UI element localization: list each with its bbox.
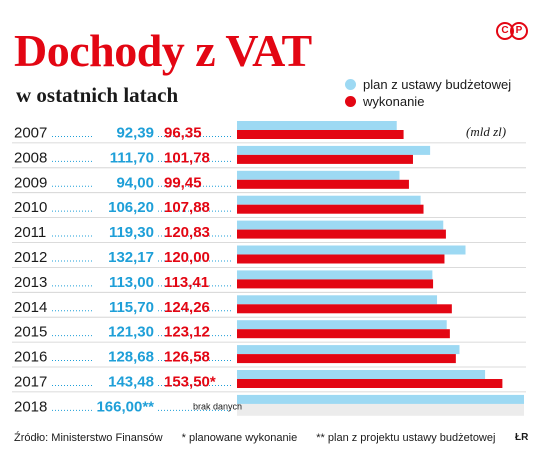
actual-value-label: 96,35	[164, 124, 202, 141]
actual-value-label: 153,50*	[164, 373, 216, 390]
footer: Źródło: Ministerstwo Finansów * planowan…	[14, 432, 511, 444]
plan-bar	[237, 170, 400, 180]
actual-bar	[237, 179, 409, 189]
footnote-planned: * planowane wykonanie	[181, 432, 298, 444]
source-note: Źródło: Ministerstwo Finansów	[14, 432, 163, 444]
logo-letter-p: P	[510, 22, 528, 40]
plan-value-label: 106,20	[108, 199, 154, 216]
actual-value-label: 124,26	[164, 299, 210, 316]
plan-value-label: 119,30	[109, 224, 154, 241]
year-label: 2010	[14, 199, 47, 216]
year-label: 2016	[14, 349, 47, 366]
chart-title: Dochody z VAT	[14, 25, 312, 76]
actual-value-label: 99,45	[164, 174, 202, 191]
actual-value-label: 107,88	[164, 199, 210, 216]
actual-value-label: 113,41	[164, 274, 209, 291]
plan-bar	[237, 270, 433, 280]
plan-bar	[237, 295, 438, 305]
year-label: 2013	[14, 274, 47, 291]
plan-bar	[237, 195, 421, 205]
year-label: 2017	[14, 373, 47, 390]
plan-value-label: 132,17	[108, 249, 154, 266]
footnote-draft: ** plan z projektu ustawy budżetowej	[316, 432, 496, 444]
actual-bar	[237, 204, 424, 214]
plan-value-label: 128,68	[108, 349, 154, 366]
plan-value-label: 166,00**	[96, 398, 154, 415]
actual-value-label: brak danych	[193, 401, 242, 411]
actual-bar	[237, 379, 503, 388]
year-label: 2018	[14, 398, 47, 415]
legend-label-plan: plan z ustawy budżetowej	[363, 77, 512, 92]
unit-label: (mld zl)	[466, 124, 507, 139]
actual-value-label: 120,83	[164, 224, 210, 241]
year-label: 2015	[14, 324, 47, 341]
legend: plan z ustawy budżetowej wykonanie	[345, 76, 511, 110]
year-label: 2012	[14, 249, 47, 266]
plan-bar	[237, 345, 460, 355]
year-label: 2011	[14, 224, 46, 241]
plan-bar	[237, 394, 524, 404]
actual-value-label: 123,12	[164, 324, 210, 341]
plan-bar	[237, 245, 466, 255]
plan-bar	[237, 320, 447, 330]
chart-subtitle: w ostatnich latach	[16, 83, 179, 107]
legend-dot-actual-icon	[345, 96, 356, 107]
legend-dot-plan-icon	[345, 79, 356, 90]
plan-value-label: 111,70	[110, 149, 154, 166]
plan-value-label: 94,00	[116, 174, 154, 191]
actual-value-label: 126,58	[164, 349, 210, 366]
legend-label-actual: wykonanie	[363, 94, 425, 109]
plan-value-label: 92,39	[116, 124, 154, 141]
actual-bar	[237, 354, 456, 364]
actual-bar	[237, 130, 404, 139]
actual-bar	[237, 229, 446, 239]
plan-bar	[237, 370, 486, 379]
actual-bar	[237, 329, 450, 339]
actual-value-label: 120,00	[164, 249, 210, 266]
plan-bar	[237, 121, 397, 130]
plan-value-label: 115,70	[109, 299, 154, 316]
actual-value-label: 101,78	[164, 149, 210, 166]
actual-bar	[237, 254, 445, 264]
actual-bar	[237, 154, 413, 164]
year-label: 2014	[14, 299, 47, 316]
logo-icon: C P	[496, 22, 528, 40]
bar-chart: 2007 92,39 96,35 2008 111,70 101,78 2009 94,00 9…	[12, 121, 526, 416]
plan-value-label: 113,00	[109, 274, 154, 291]
plan-bar	[237, 145, 431, 155]
legend-item-plan: plan z ustawy budżetowej	[345, 76, 511, 93]
plan-value-label: 121,30	[108, 324, 154, 341]
actual-bar	[237, 304, 452, 314]
plan-bar	[237, 220, 444, 230]
actual-bar	[237, 279, 434, 289]
year-label: 2009	[14, 174, 47, 191]
plan-value-label: 143,48	[108, 373, 154, 390]
legend-item-actual: wykonanie	[345, 93, 511, 110]
agency-logo: ŁR	[515, 432, 529, 443]
year-label: 2008	[14, 149, 47, 166]
year-label: 2007	[14, 124, 47, 141]
